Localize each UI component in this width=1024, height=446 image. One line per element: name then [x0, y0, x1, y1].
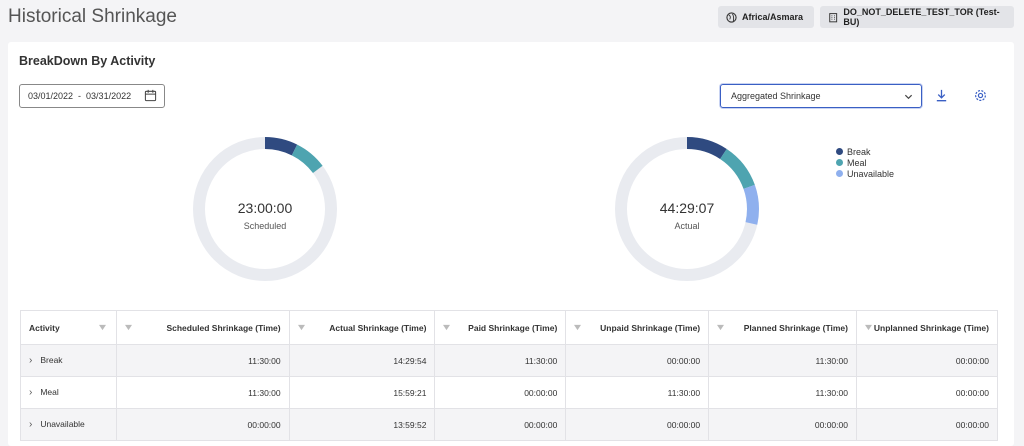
- date-separator: -: [78, 91, 82, 101]
- activity-name: Meal: [40, 387, 59, 397]
- table-row[interactable]: › Break 11:30:00 14:29:54 11:30:00 00:00:…: [20, 344, 999, 377]
- legend-item-unavailable[interactable]: Unavailable: [836, 168, 894, 179]
- column-header-actual[interactable]: Actual Shrinkage (Time): [288, 310, 436, 345]
- shrinkage-view-value: Aggregated Shrinkage: [731, 91, 821, 101]
- paid-cell: 00:00:00: [434, 408, 567, 441]
- filter-icon[interactable]: [574, 324, 582, 331]
- filter-icon[interactable]: [124, 324, 132, 331]
- column-header-scheduled[interactable]: Scheduled Shrinkage (Time): [115, 310, 290, 345]
- scheduled-cell: 11:30:00: [115, 376, 290, 409]
- planned-cell: 11:30:00: [708, 344, 857, 377]
- unplanned-cell: 00:00:00: [855, 344, 999, 377]
- building-icon: [829, 12, 838, 22]
- timezone-button[interactable]: Africa/Asmara: [718, 6, 814, 28]
- scheduled-total: 23:00:00: [237, 200, 293, 216]
- globe-icon: [726, 11, 737, 23]
- table-row[interactable]: › Unavailable 00:00:00 13:59:52 00:00:00 …: [20, 408, 999, 441]
- business-unit-button[interactable]: DO_NOT_DELETE_TEST_TOR (Test-BU): [820, 6, 1014, 28]
- actual-cell: 13:59:52: [288, 408, 436, 441]
- actual-label: Actual: [674, 221, 700, 231]
- unpaid-cell: 00:00:00: [565, 344, 710, 377]
- filter-icon[interactable]: [864, 324, 872, 331]
- column-header-unplanned[interactable]: Unplanned Shrinkage (Time): [855, 310, 999, 345]
- planned-cell: 00:00:00: [708, 408, 857, 441]
- filter-icon[interactable]: [717, 324, 725, 331]
- column-header-paid[interactable]: Paid Shrinkage (Time): [434, 310, 567, 345]
- donut-slice-unavailable[interactable]: [615, 137, 759, 281]
- activity-name: Unavailable: [40, 419, 85, 429]
- legend-item-meal[interactable]: Meal: [836, 157, 894, 168]
- unpaid-cell: 00:00:00: [565, 408, 710, 441]
- page-title: Historical Shrinkage: [8, 6, 177, 27]
- breakdown-card: BreakDown By Activity 03/01/2022 - 03/31…: [8, 42, 1014, 446]
- legend-item-break[interactable]: Break: [836, 146, 894, 157]
- actual-cell: 15:59:21: [288, 376, 436, 409]
- shrinkage-table: Activity Scheduled Shrinkage (Time) Actu…: [20, 310, 999, 441]
- scheduled-cell: 00:00:00: [115, 408, 290, 441]
- date-range-picker[interactable]: 03/01/2022 - 03/31/2022: [19, 84, 165, 108]
- planned-cell: 11:30:00: [708, 376, 857, 409]
- table-header-row: Activity Scheduled Shrinkage (Time) Actu…: [20, 310, 999, 345]
- section-title: BreakDown By Activity: [19, 54, 156, 68]
- expand-chevron-icon[interactable]: ›: [29, 419, 33, 430]
- filter-icon[interactable]: [443, 324, 451, 331]
- shrinkage-view-select[interactable]: Aggregated Shrinkage: [720, 84, 922, 108]
- scheduled-donut: 23:00:00 Scheduled: [188, 132, 342, 286]
- activity-name: Break: [40, 355, 63, 365]
- date-end: 03/31/2022: [86, 91, 132, 101]
- column-header-planned[interactable]: Planned Shrinkage (Time): [708, 310, 857, 345]
- table-row[interactable]: › Meal 11:30:00 15:59:21 00:00:00 11:30:0…: [20, 376, 999, 409]
- unplanned-cell: 00:00:00: [855, 376, 999, 409]
- scheduled-cell: 11:30:00: [115, 344, 290, 377]
- paid-cell: 00:00:00: [434, 376, 567, 409]
- unplanned-cell: 00:00:00: [855, 408, 999, 441]
- column-header-activity[interactable]: Activity: [20, 310, 117, 345]
- donut-slice-break[interactable]: [193, 137, 337, 281]
- scheduled-label: Scheduled: [243, 221, 287, 231]
- calendar-icon[interactable]: [144, 89, 157, 102]
- timezone-label: Africa/Asmara: [742, 12, 804, 22]
- expand-chevron-icon[interactable]: ›: [29, 387, 33, 398]
- business-unit-label: DO_NOT_DELETE_TEST_TOR (Test-BU): [843, 7, 1000, 27]
- chart-legend: Break Meal Unavailable: [836, 146, 894, 179]
- donut-slice-break[interactable]: [615, 137, 759, 281]
- gear-icon[interactable]: [973, 88, 988, 103]
- filter-icon[interactable]: [98, 324, 106, 331]
- unpaid-cell: 11:30:00: [565, 376, 710, 409]
- paid-cell: 11:30:00: [434, 344, 567, 377]
- actual-cell: 14:29:54: [288, 344, 436, 377]
- actual-donut: 44:29:07 Actual: [610, 132, 764, 286]
- actual-total: 44:29:07: [659, 200, 715, 216]
- column-header-unpaid[interactable]: Unpaid Shrinkage (Time): [565, 310, 710, 345]
- download-icon[interactable]: [934, 88, 949, 103]
- expand-chevron-icon[interactable]: ›: [29, 355, 33, 366]
- date-start: 03/01/2022: [28, 91, 74, 101]
- chevron-down-icon: [904, 94, 913, 100]
- filter-icon[interactable]: [297, 324, 305, 331]
